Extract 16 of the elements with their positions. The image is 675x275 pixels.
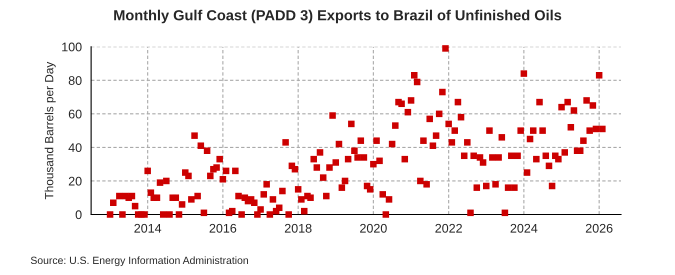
y-axis-title: Thousand Barrels per Day — [44, 62, 56, 200]
y-tick-label: 80 — [68, 76, 82, 85]
y-tick-label: 0 — [76, 210, 82, 220]
x-tick-label: 2026 — [586, 224, 613, 233]
y-tick-label: 40 — [68, 143, 82, 152]
x-tick-label: 2020 — [360, 224, 387, 233]
x-tick-label: 2022 — [435, 224, 462, 233]
x-tick-label: 2016 — [210, 224, 236, 233]
chart-title: Monthly Gulf Coast (PADD 3) Exports to Brazil of Unfinished Oils — [114, 10, 562, 24]
x-tick-label: 2014 — [134, 224, 162, 233]
y-tick-label: 20 — [68, 176, 82, 186]
source-note: Source: U.S. Energy Information Administration — [30, 256, 248, 266]
y-tick-label: 60 — [68, 110, 82, 118]
x-tick-label: 2024 — [510, 224, 538, 233]
x-tick-label: 2018 — [284, 224, 312, 233]
y-tick-label: 100 — [62, 42, 82, 52]
